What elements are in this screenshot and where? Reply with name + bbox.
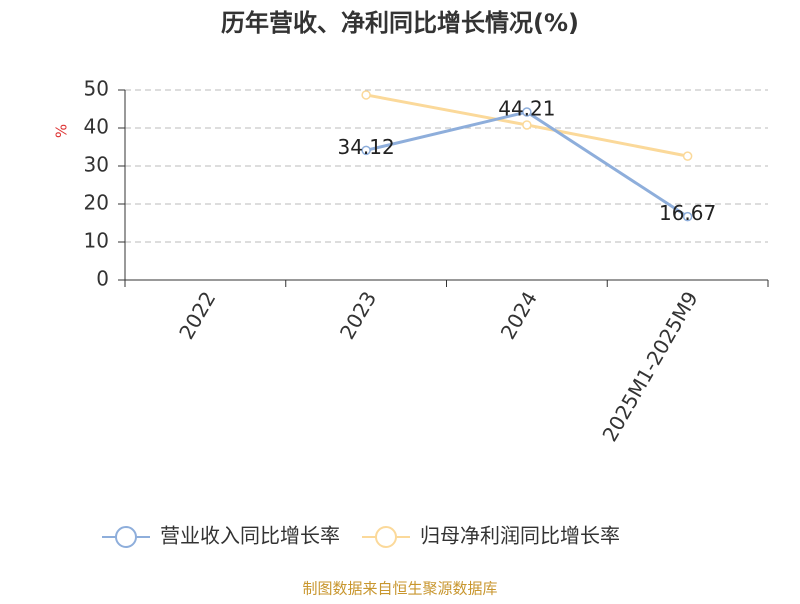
y-tick-label: 0	[96, 267, 109, 291]
y-tick-label: 40	[84, 115, 109, 139]
y-tick-label: 30	[84, 153, 109, 177]
data-label: 16.67	[659, 201, 716, 225]
x-tick-label: 2025M1-2025M9	[597, 287, 702, 445]
data-point	[682, 151, 693, 161]
legend-label: 归母净利润同比增长率	[420, 524, 620, 548]
data-point	[361, 145, 371, 156]
y-tick-label: 10	[84, 229, 109, 253]
chart-title: 历年营收、净利同比增长情况(%)	[221, 9, 579, 37]
x-tick-label: 2023	[335, 287, 381, 343]
data-point	[361, 90, 371, 100]
x-tick-label: 2022	[174, 287, 220, 343]
legend-label: 营业收入同比增长率	[160, 524, 340, 548]
y-axis-label: %	[53, 124, 71, 138]
y-tick-label: 20	[84, 191, 109, 215]
data-point	[682, 211, 693, 222]
legend-marker	[375, 526, 397, 548]
source-note: 制图数据来自恒生聚源数据库	[302, 580, 497, 598]
data-point	[522, 120, 532, 130]
data-label: 44.21	[498, 97, 555, 121]
y-tick-label: 50	[84, 77, 109, 101]
data-point	[522, 107, 532, 117]
legend-marker	[115, 526, 137, 548]
data-label: 34.12	[337, 135, 394, 159]
x-tick-label: 2024	[496, 287, 542, 343]
